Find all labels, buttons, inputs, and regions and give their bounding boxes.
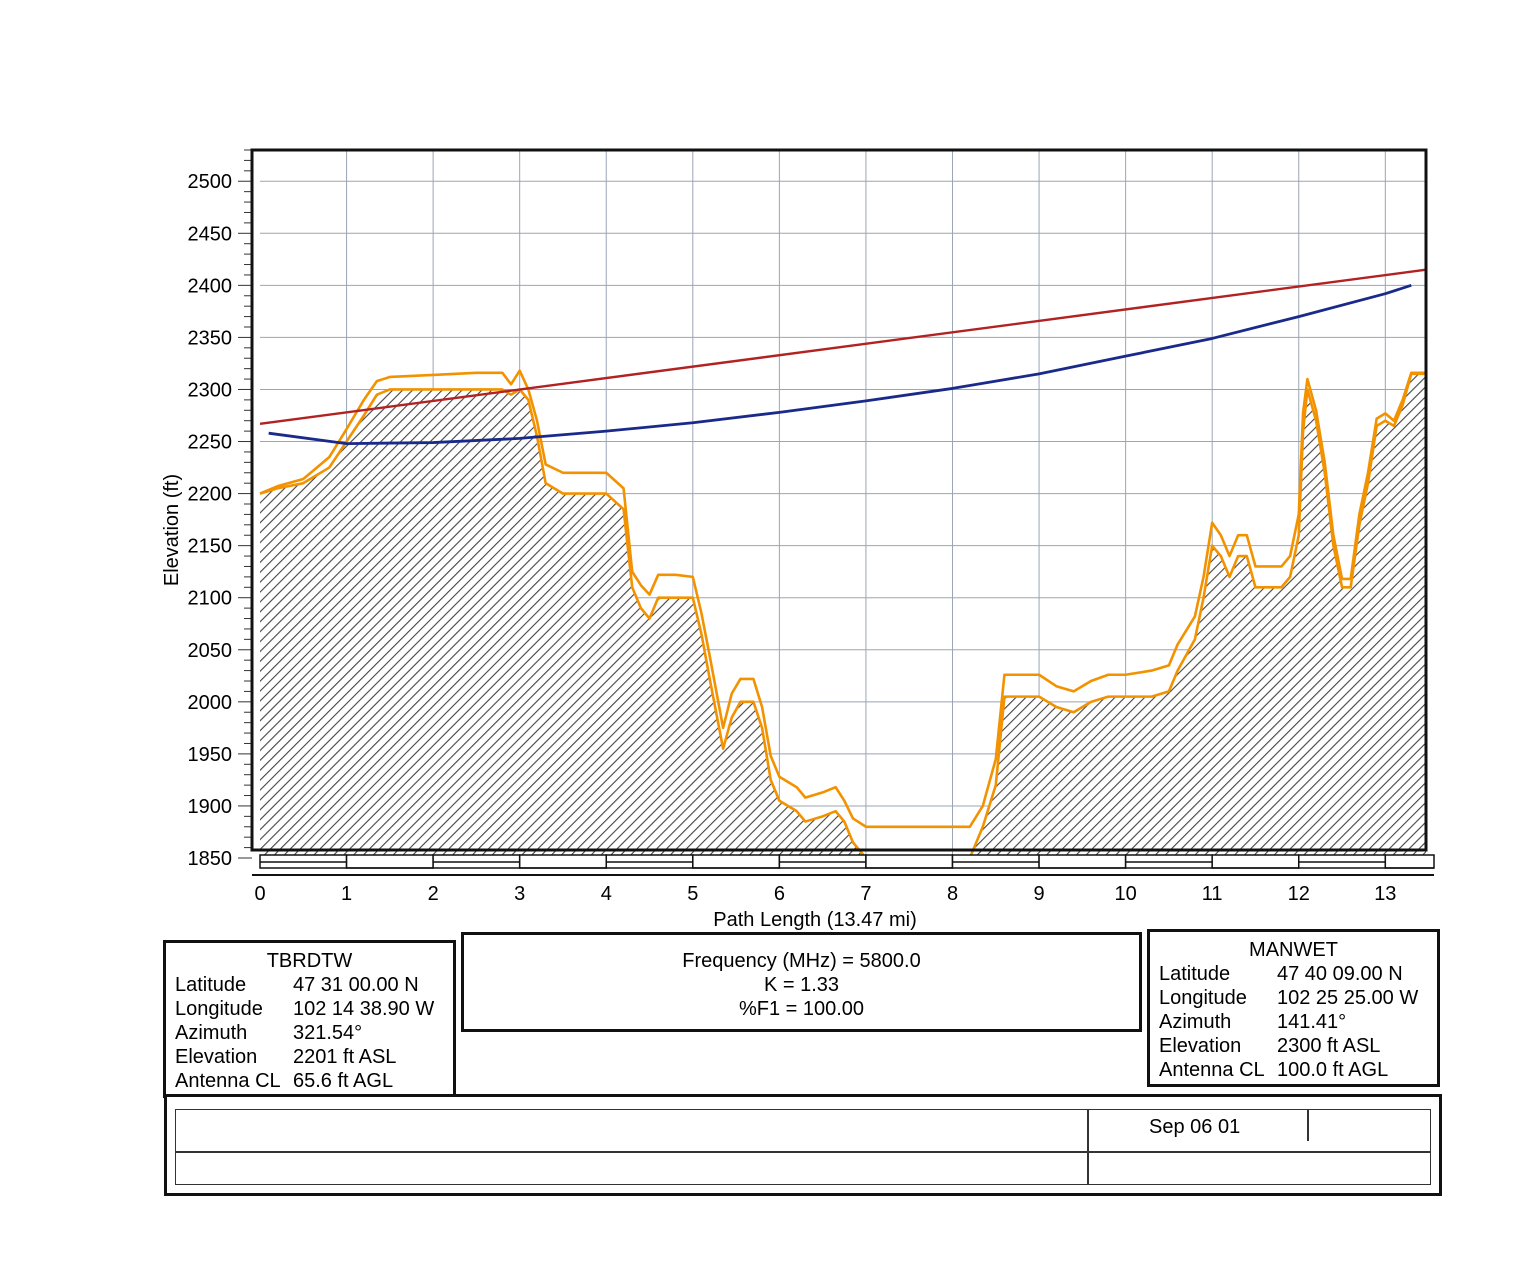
y-tick-label: 2500 <box>188 171 233 193</box>
row-value: 47 31 00.00 N <box>293 974 419 996</box>
title-block-divider <box>1307 1109 1309 1141</box>
y-tick-label: 2200 <box>188 484 233 506</box>
row-label: Longitude <box>175 998 263 1020</box>
y-tick-label: 2450 <box>188 223 233 245</box>
link-parameters: Frequency (MHz) = 5800.0 K = 1.33 %F1 = … <box>461 932 1142 1032</box>
fresnel-line: %F1 = 100.00 <box>738 998 865 1020</box>
site-right-row: Longitude 102 25 25.00 W <box>1159 986 1437 1010</box>
y-tick-label: 2350 <box>188 327 233 349</box>
y-tick-label: 2300 <box>188 379 233 401</box>
title-block: Sep 06 01 <box>164 1094 1442 1196</box>
x-tick-label: 6 <box>774 883 785 905</box>
site-left-table: Latitude 47 31 00.00 N Longitude 102 14 38… <box>166 973 453 1093</box>
row-label: Latitude <box>1159 963 1231 985</box>
row-label: Elevation <box>1159 1035 1242 1057</box>
k-factor-line: K = 1.33 <box>763 974 840 996</box>
site-right-row: Antenna CL 100.0 ft AGL <box>1159 1058 1437 1082</box>
frequency-line: Frequency (MHz) = 5800.0 <box>682 950 921 972</box>
site-info-left: TBRDTW Latitude 47 31 00.00 N Longitude 10… <box>163 940 456 1098</box>
y-tick-label: 1850 <box>188 848 233 870</box>
row-value: 2300 ft ASL <box>1277 1035 1381 1057</box>
row-label: Longitude <box>1159 987 1247 1009</box>
plot-frame <box>250 148 1428 852</box>
site-right-row: Latitude 47 40 09.00 N <box>1159 962 1437 986</box>
row-value: 102 25 25.00 W <box>1277 987 1419 1009</box>
row-value: 141.41° <box>1277 1011 1347 1033</box>
y-tick-labels: 1850 1900 1950 2000 2050 2100 2150 2200 2250 2300… <box>188 171 233 870</box>
x-tick-label: 4 <box>601 883 612 905</box>
y-tick-label: 2100 <box>188 588 233 610</box>
x-tick-label: 0 <box>254 883 265 905</box>
scale-segment <box>1384 854 1435 869</box>
title-block-divider <box>175 1151 1431 1153</box>
x-tick-label: 2 <box>428 883 439 905</box>
site-right-row: Elevation 2300 ft ASL <box>1159 1034 1437 1058</box>
row-label: Antenna CL <box>1159 1059 1265 1081</box>
row-value: 321.54° <box>293 1022 363 1044</box>
row-value: 2201 ft ASL <box>293 1046 397 1068</box>
x-tick-label: 10 <box>1115 883 1137 905</box>
site-left-row: Elevation 2201 ft ASL <box>175 1045 453 1069</box>
x-tick-label: 5 <box>687 883 698 905</box>
terrain-upper-line <box>259 369 1426 829</box>
x-tick-label: 3 <box>514 883 525 905</box>
fresnel-curve <box>268 284 1412 446</box>
terrain-hatch <box>260 373 1426 858</box>
row-label: Latitude <box>175 974 247 996</box>
site-right-name: MANWET <box>1249 939 1338 961</box>
y-axis-label: Elevation (ft) <box>161 474 183 586</box>
terrain-area <box>260 373 1426 858</box>
x-tick-label: 9 <box>1034 883 1045 905</box>
y-tick-label: 2000 <box>188 692 233 714</box>
line-of-sight <box>259 268 1427 426</box>
x-tick-label: 1 <box>341 883 352 905</box>
row-label: Azimuth <box>175 1022 248 1044</box>
y-tick-label: 2150 <box>188 536 233 558</box>
row-value: 65.6 ft AGL <box>293 1070 394 1092</box>
scale-segment <box>345 854 434 869</box>
row-label: Azimuth <box>1159 1011 1232 1033</box>
site-left-row: Latitude 47 31 00.00 N <box>175 973 453 997</box>
path-profile-chart: 1850190019502000205021002150220022502300… <box>161 148 1435 931</box>
x-tick-labels: 0 1 2 3 4 5 6 7 8 9 10 11 12 13 <box>254 883 1396 905</box>
site-info-right: MANWET Latitude 47 40 09.00 N Longitude 10… <box>1147 929 1440 1087</box>
site-left-row: Longitude 102 14 38.90 W <box>175 997 453 1021</box>
y-tick-label: 2250 <box>188 432 233 454</box>
scale-segment <box>1038 854 1127 869</box>
row-value: 47 40 09.00 N <box>1277 963 1403 985</box>
title-block-divider <box>1087 1109 1089 1185</box>
x-tick-label: 7 <box>860 883 871 905</box>
y-tick-label: 2050 <box>188 640 233 662</box>
y-tick-label: 1900 <box>188 796 233 818</box>
scale-segment <box>518 854 608 869</box>
site-right-table: Latitude 47 40 09.00 N Longitude 102 25 25… <box>1150 962 1437 1082</box>
row-label: Elevation <box>175 1046 258 1068</box>
row-label: Antenna CL <box>175 1070 281 1092</box>
scale-segment <box>1211 854 1300 869</box>
x-tick-label: 8 <box>947 883 958 905</box>
x-tick-label: 13 <box>1374 883 1396 905</box>
scale-segment <box>865 854 954 869</box>
date-label: Sep 06 01 <box>1149 1116 1241 1138</box>
x-tick-label: 12 <box>1288 883 1310 905</box>
x-axis-label: Path Length (13.47 mi) <box>713 909 916 931</box>
distance-scale-bar <box>252 854 1435 876</box>
y-tick-label: 2400 <box>188 275 233 297</box>
scale-segment <box>692 854 781 869</box>
row-value: 100.0 ft AGL <box>1277 1059 1389 1081</box>
site-right-row: Azimuth 141.41° <box>1159 1010 1437 1034</box>
site-left-row: Antenna CL 65.6 ft AGL <box>175 1069 453 1093</box>
y-tick-label: 1950 <box>188 744 233 766</box>
x-tick-label: 11 <box>1202 883 1223 905</box>
title-block-inner <box>175 1109 1431 1185</box>
site-left-name: TBRDTW <box>266 950 353 972</box>
site-left-row: Azimuth 321.54° <box>175 1021 453 1045</box>
row-value: 102 14 38.90 W <box>293 998 435 1020</box>
